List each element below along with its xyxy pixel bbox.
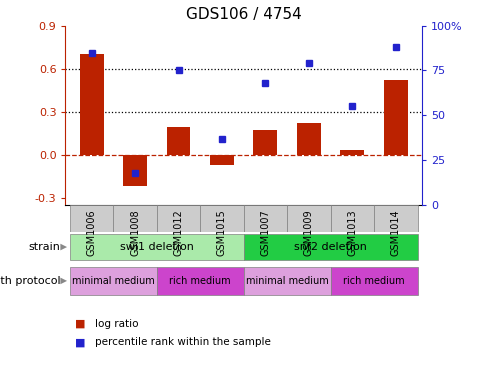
FancyBboxPatch shape <box>156 267 243 295</box>
Bar <box>123 155 147 186</box>
Text: GSM1009: GSM1009 <box>303 209 313 256</box>
FancyBboxPatch shape <box>373 205 417 232</box>
FancyBboxPatch shape <box>70 234 243 260</box>
FancyBboxPatch shape <box>330 267 417 295</box>
Bar <box>253 130 277 155</box>
Text: ■: ■ <box>75 337 86 347</box>
Text: GSM1008: GSM1008 <box>130 209 140 256</box>
Bar <box>166 127 190 155</box>
Text: rich medium: rich medium <box>169 276 230 286</box>
Text: GSM1007: GSM1007 <box>260 209 270 256</box>
Text: GSM1015: GSM1015 <box>216 209 227 256</box>
FancyBboxPatch shape <box>330 205 373 232</box>
Bar <box>79 54 103 155</box>
Text: GSM1014: GSM1014 <box>390 209 400 256</box>
Text: minimal medium: minimal medium <box>245 276 328 286</box>
FancyBboxPatch shape <box>70 205 113 232</box>
FancyBboxPatch shape <box>243 234 417 260</box>
Text: minimal medium: minimal medium <box>72 276 154 286</box>
Text: GSM1012: GSM1012 <box>173 209 183 256</box>
Text: GSM1006: GSM1006 <box>86 209 96 256</box>
Bar <box>296 123 320 155</box>
Text: growth protocol: growth protocol <box>0 276 60 286</box>
FancyBboxPatch shape <box>200 205 243 232</box>
Bar <box>383 80 407 155</box>
Title: GDS106 / 4754: GDS106 / 4754 <box>185 7 301 22</box>
Text: swi1 deletion: swi1 deletion <box>120 242 193 252</box>
FancyBboxPatch shape <box>287 205 330 232</box>
FancyBboxPatch shape <box>243 205 287 232</box>
Text: rich medium: rich medium <box>343 276 404 286</box>
Text: percentile rank within the sample: percentile rank within the sample <box>94 337 270 347</box>
Bar <box>210 155 233 165</box>
Text: log ratio: log ratio <box>94 319 138 329</box>
FancyBboxPatch shape <box>113 205 156 232</box>
FancyBboxPatch shape <box>70 267 156 295</box>
Text: strain: strain <box>29 242 60 252</box>
FancyBboxPatch shape <box>156 205 200 232</box>
FancyBboxPatch shape <box>243 267 330 295</box>
Text: ■: ■ <box>75 319 86 329</box>
Bar <box>340 150 363 155</box>
Text: GSM1013: GSM1013 <box>347 209 357 256</box>
Text: snf2 deletion: snf2 deletion <box>294 242 366 252</box>
